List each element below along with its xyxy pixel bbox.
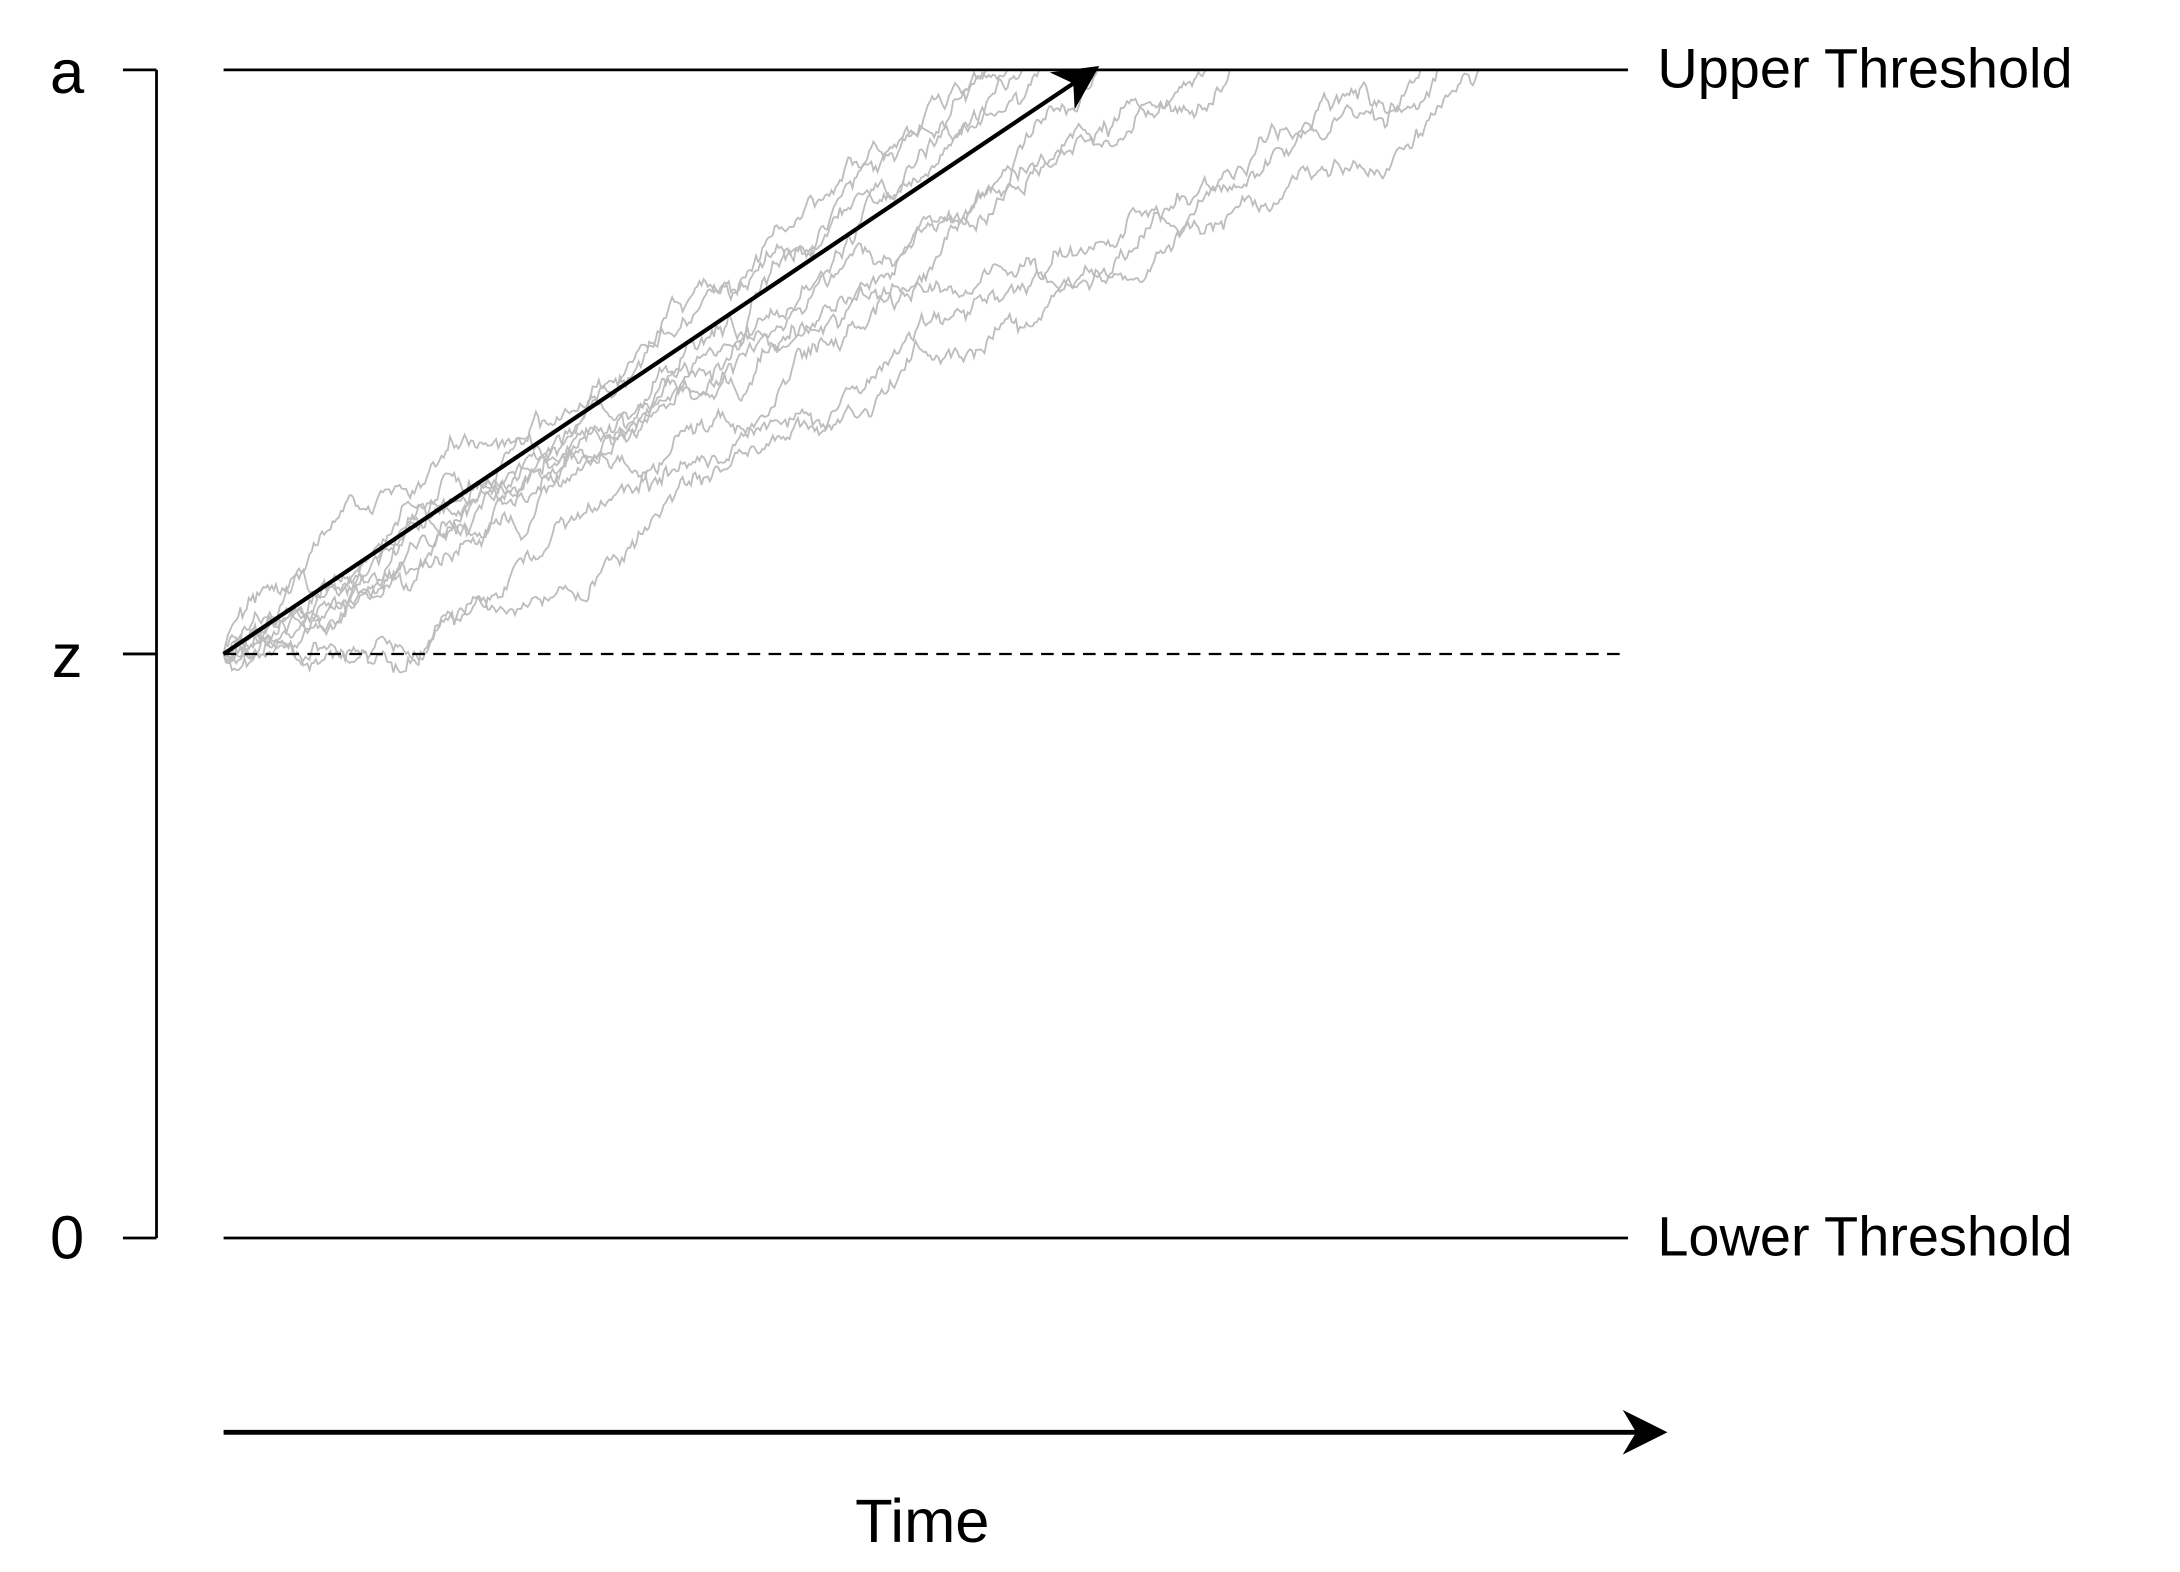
random-walk [222,69,1439,655]
x-axis-label: Time [855,1487,989,1556]
lower-threshold-label: Lower Threshold [1657,1205,2072,1268]
random-walk [223,69,1422,674]
random-walk [222,69,1480,655]
tick-label: 0 [50,1203,84,1272]
tick-label: a [50,38,85,107]
random-walk [222,69,1024,661]
random-walk [222,69,1099,672]
drift-arrow [222,65,1100,656]
random-walk [223,69,988,659]
upper-threshold-label: Upper Threshold [1657,36,2072,99]
random-walk [222,69,1231,663]
random-walks [222,69,1480,674]
random-walk [222,69,1208,667]
tick-label: z [52,622,83,691]
random-walk [222,69,1009,663]
